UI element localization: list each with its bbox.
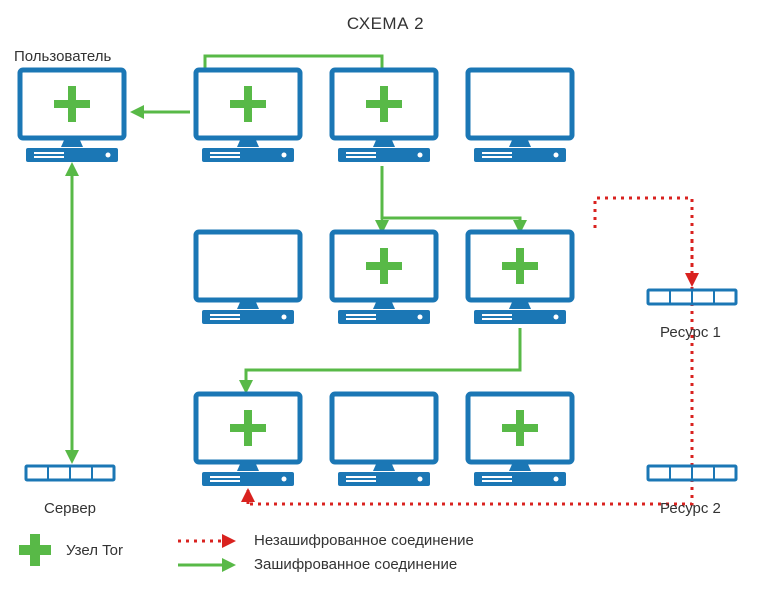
computer-node bbox=[468, 394, 572, 486]
node-label: Ресурс 1 bbox=[660, 324, 721, 341]
diagram-title: СХЕМА 2 bbox=[0, 14, 771, 34]
encrypted-connection bbox=[205, 56, 382, 68]
computer-node bbox=[196, 232, 300, 324]
computer-node bbox=[196, 394, 300, 486]
resource-node bbox=[648, 466, 736, 480]
network-diagram bbox=[0, 0, 771, 600]
legend-tor-icon bbox=[19, 534, 51, 566]
legend-label: Зашифрованное соединение bbox=[254, 556, 457, 573]
computer-node bbox=[332, 232, 436, 324]
node-label: Ресурс 2 bbox=[660, 500, 721, 517]
legend-label: Незашифрованное соединение bbox=[254, 532, 474, 549]
encrypted-connection bbox=[382, 166, 520, 230]
computer-node bbox=[468, 232, 572, 324]
encrypted-connection bbox=[246, 328, 520, 390]
computer-node bbox=[468, 70, 572, 162]
resource-node bbox=[648, 290, 736, 304]
computer-node bbox=[332, 394, 436, 486]
computer-node bbox=[196, 70, 300, 162]
computer-node bbox=[20, 70, 124, 162]
computer-node bbox=[332, 70, 436, 162]
node-label: Пользователь bbox=[14, 48, 111, 65]
node-label: Сервер bbox=[44, 500, 96, 517]
legend-label: Узел Tor bbox=[66, 542, 123, 559]
resource-node bbox=[26, 466, 114, 480]
